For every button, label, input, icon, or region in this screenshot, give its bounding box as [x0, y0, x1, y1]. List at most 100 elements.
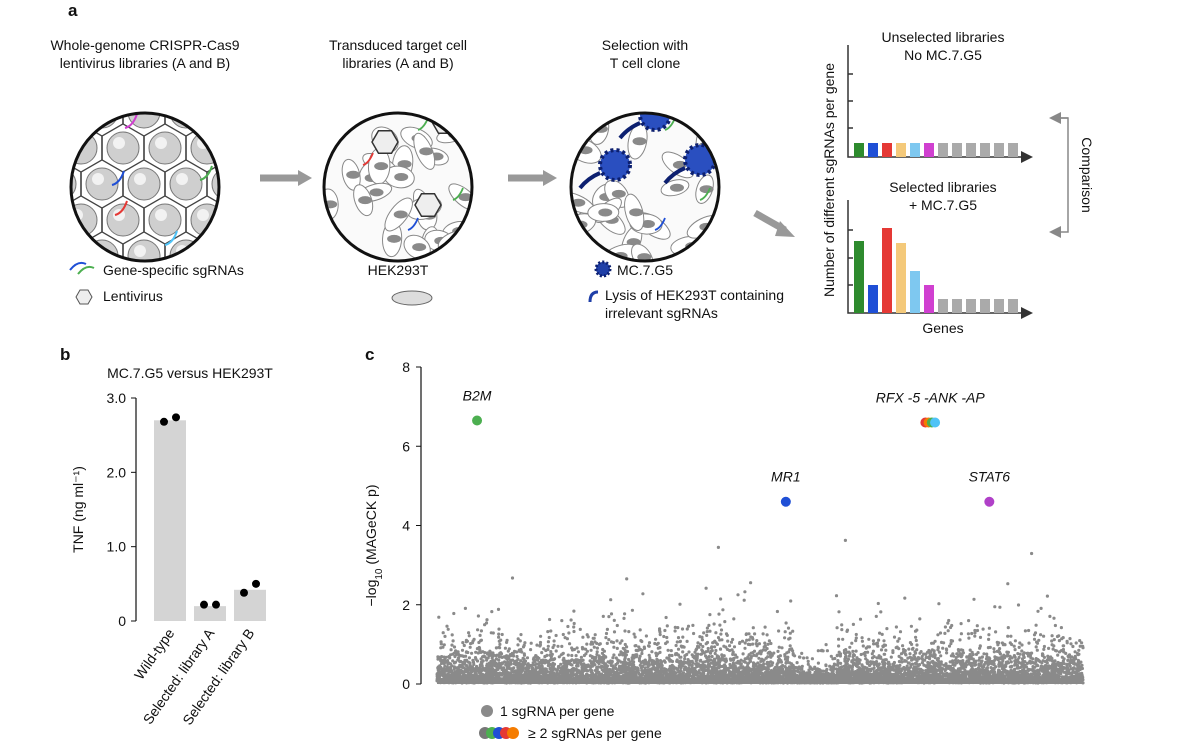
arrow-head — [543, 170, 557, 186]
step-title: Transduced target cell — [329, 37, 467, 53]
tcell-icon — [594, 260, 612, 278]
mini-bar — [980, 143, 990, 157]
baseline-band — [437, 678, 1083, 684]
hex-cell — [71, 113, 82, 137]
panel-a: a Whole-genome CRISPR-Cas9 lentivirus li… — [0, 1, 1095, 336]
y-tick-label: 0 — [402, 676, 410, 692]
y-tick-label: 0 — [118, 613, 126, 629]
cell — [254, 96, 286, 128]
sgrna — [124, 113, 138, 129]
nucleus — [458, 193, 472, 202]
bar — [234, 589, 266, 621]
nucleus — [155, 137, 167, 149]
cell — [106, 131, 140, 165]
gene-point — [780, 496, 791, 507]
target-cells — [324, 113, 472, 261]
panel-label: b — [60, 345, 70, 364]
cell — [190, 203, 219, 237]
gene-label: RFX -5 -ANK -AP — [876, 389, 986, 405]
nucleus — [393, 210, 408, 219]
step-title: Whole-genome CRISPR-Cas9 — [50, 37, 239, 53]
hex-cell — [18, 52, 60, 100]
mini-title: + MC.7.G5 — [909, 197, 977, 213]
hex-cell — [228, 124, 270, 172]
nucleus — [8, 245, 20, 257]
legend-text: MC.7.G5 — [617, 262, 673, 278]
nucleus — [239, 137, 251, 149]
circle — [569, 111, 721, 263]
mini-bars — [854, 143, 1018, 313]
nucleus — [197, 281, 209, 293]
mini-bar — [952, 299, 962, 313]
cell-icon — [391, 290, 433, 306]
mini-bar — [896, 243, 906, 313]
nucleus — [358, 196, 373, 205]
cell — [127, 113, 161, 129]
cell — [2, 240, 34, 272]
nucleus — [324, 242, 338, 251]
mini-bar — [882, 228, 892, 313]
nucleus — [29, 137, 41, 149]
y-tick-label: 3.0 — [107, 390, 127, 406]
x-tick-label: Selected: library A — [140, 625, 218, 727]
hex-cell — [18, 268, 60, 316]
nucleus — [374, 162, 389, 171]
circle — [69, 111, 221, 263]
replicate-point — [212, 600, 220, 609]
nucleus — [281, 137, 293, 149]
cell — [211, 113, 219, 129]
nucleus — [571, 114, 585, 123]
mini-bar — [924, 285, 934, 313]
sgrna — [362, 152, 374, 166]
mini-title: Unselected libraries — [882, 29, 1005, 45]
cell — [275, 132, 307, 164]
nucleus — [394, 173, 409, 182]
gene-point — [930, 417, 941, 428]
gene-label: B2M — [463, 387, 492, 403]
step-title: libraries (A and B) — [342, 55, 453, 71]
mini-bar — [868, 285, 878, 313]
cell — [169, 113, 203, 129]
x-tick-label: Selected: library B — [179, 626, 257, 728]
nucleus — [629, 208, 644, 217]
nucleus — [155, 209, 167, 221]
selected-cells — [571, 113, 719, 261]
mini-bar — [924, 143, 934, 157]
hex-cell — [270, 124, 312, 172]
nucleus — [699, 185, 714, 194]
hex-cell — [270, 196, 312, 244]
sgrna — [654, 217, 666, 231]
mini-bar — [1008, 299, 1018, 313]
legend-text: irrelevant sgRNAs — [605, 305, 718, 321]
lentivirus-icon — [75, 289, 93, 305]
step-title: lentivirus libraries (A and B) — [60, 55, 230, 71]
step-title: Selection with — [602, 37, 688, 53]
cell — [71, 167, 77, 201]
hex-cell — [270, 268, 312, 316]
cell — [275, 204, 307, 236]
hex-cell — [206, 113, 219, 137]
replicate-point — [172, 413, 180, 422]
legend-text: Gene-specific sgRNAs — [103, 262, 244, 278]
nucleus — [632, 137, 647, 146]
sgrna — [699, 187, 711, 201]
cell-line: HEK293T — [368, 262, 429, 278]
nucleus — [260, 101, 272, 113]
hex-cell — [270, 52, 312, 100]
nucleus — [239, 281, 251, 293]
hex-cell — [228, 196, 270, 244]
y-tick-label: 2.0 — [107, 464, 127, 480]
y-axis-label-part: −log — [363, 580, 379, 607]
step-title: T cell clone — [610, 55, 681, 71]
cell — [23, 204, 55, 236]
nucleus — [29, 65, 41, 77]
sgrna — [164, 230, 178, 246]
lysis-icon — [588, 290, 599, 303]
nucleus — [50, 173, 62, 185]
mini-ylabel: Number of different sgRNAs per gene — [821, 63, 837, 297]
cell — [191, 276, 223, 308]
sgrna-icon — [77, 265, 95, 275]
hex-cell — [249, 88, 291, 136]
hex-cell — [0, 232, 39, 280]
